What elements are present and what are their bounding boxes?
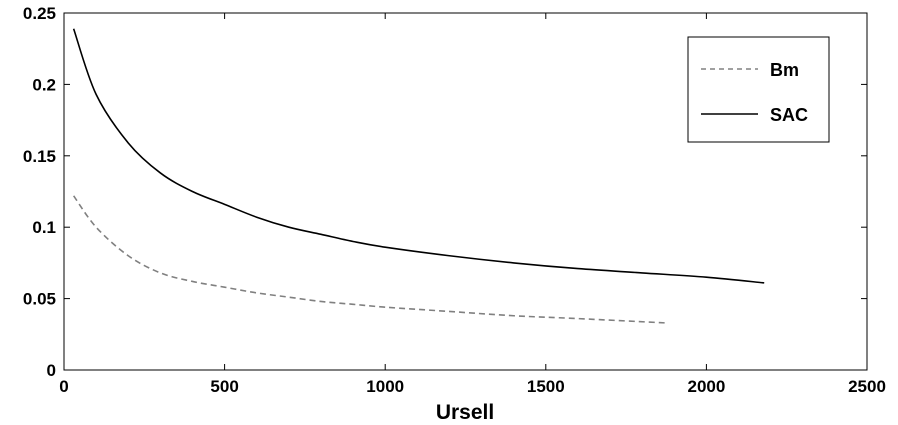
y-tick-label: 0.05 bbox=[23, 290, 56, 309]
y-tick-label: 0.25 bbox=[23, 4, 56, 23]
x-tick-label: 1500 bbox=[527, 377, 565, 396]
axis-ticks: 0 500 1000 1500 2000 2500 0 0.05 0.1 0.15 0.2 0.25 bbox=[23, 4, 886, 396]
series-lines bbox=[72, 28, 765, 324]
series-line-sac bbox=[72, 28, 765, 284]
x-tick-label: 2500 bbox=[848, 377, 886, 396]
y-tick-label: 0.2 bbox=[32, 75, 56, 94]
axes-box bbox=[63, 12, 868, 371]
x-tick-label: 0 bbox=[59, 377, 68, 396]
y-tick-label: 0.15 bbox=[23, 147, 56, 166]
x-tick-label: 1000 bbox=[366, 377, 404, 396]
x-tick-label: 500 bbox=[210, 377, 238, 396]
legend: Bm SAC bbox=[687, 36, 830, 143]
x-tick-label: 2000 bbox=[687, 377, 725, 396]
legend-label-sac: SAC bbox=[770, 105, 808, 125]
legend-label-bm: Bm bbox=[770, 60, 799, 80]
legend-box bbox=[687, 36, 830, 143]
series-line-bm bbox=[72, 195, 665, 324]
y-tick-label: 0 bbox=[47, 361, 56, 380]
y-tick-label: 0.1 bbox=[32, 218, 56, 237]
x-axis-title: Ursell bbox=[436, 401, 494, 424]
